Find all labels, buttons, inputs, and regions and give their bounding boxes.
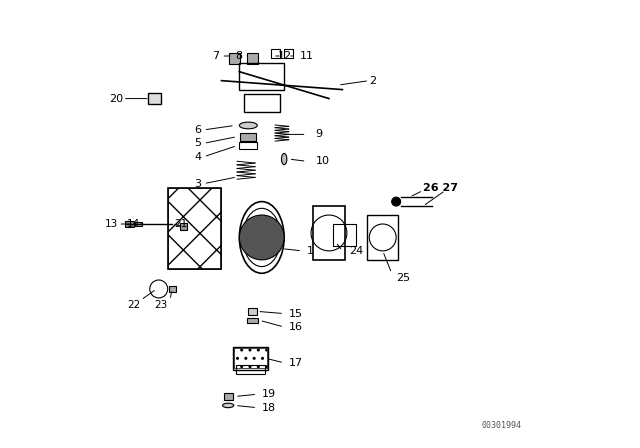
Bar	[239, 63, 284, 90]
Text: 23: 23	[154, 300, 168, 310]
Circle shape	[239, 215, 284, 260]
Text: 20: 20	[109, 94, 124, 103]
Bar	[148, 93, 161, 104]
Text: 13: 13	[105, 219, 118, 229]
Text: 9: 9	[316, 129, 323, 139]
Text: 17: 17	[289, 358, 303, 368]
Bar	[168, 188, 221, 269]
Bar	[367, 215, 398, 260]
Text: 21: 21	[174, 219, 188, 229]
Bar	[271, 49, 280, 58]
Bar	[239, 142, 257, 149]
Text: 24: 24	[349, 246, 364, 256]
Bar	[125, 221, 134, 228]
Text: 3: 3	[195, 179, 202, 189]
Bar	[169, 286, 175, 293]
Text: 11: 11	[300, 51, 314, 61]
Text: 14: 14	[127, 219, 140, 229]
Circle shape	[392, 197, 401, 206]
Ellipse shape	[239, 122, 257, 129]
Text: 25: 25	[396, 273, 410, 283]
Bar	[247, 318, 259, 323]
Text: 10: 10	[316, 156, 330, 166]
Text: 2: 2	[369, 76, 376, 86]
Text: 12: 12	[278, 51, 292, 61]
Bar	[244, 94, 280, 112]
Text: 26 27: 26 27	[423, 183, 458, 193]
Text: 5: 5	[195, 138, 202, 148]
Text: 4: 4	[195, 152, 202, 162]
Text: 18: 18	[262, 403, 276, 413]
Text: 7: 7	[212, 51, 220, 61]
Bar	[224, 393, 233, 400]
Text: 19: 19	[262, 389, 276, 399]
Text: 8: 8	[235, 51, 242, 61]
Text: 22: 22	[127, 300, 141, 310]
Bar	[247, 53, 259, 64]
Text: 15: 15	[289, 309, 303, 319]
Bar	[284, 49, 293, 58]
Ellipse shape	[282, 153, 287, 165]
Text: 16: 16	[289, 322, 303, 332]
Bar	[236, 365, 265, 374]
Text: 00301994: 00301994	[482, 421, 522, 430]
Text: 6: 6	[195, 125, 202, 135]
Bar	[241, 133, 256, 141]
Bar	[233, 347, 269, 370]
Bar	[135, 222, 142, 226]
Bar	[180, 223, 187, 229]
Ellipse shape	[223, 403, 234, 408]
Bar	[314, 206, 344, 260]
Bar	[168, 188, 221, 269]
Bar	[234, 349, 268, 368]
Bar	[333, 224, 356, 246]
Bar	[248, 308, 257, 314]
Text: 1: 1	[307, 246, 314, 256]
Bar	[229, 53, 241, 64]
